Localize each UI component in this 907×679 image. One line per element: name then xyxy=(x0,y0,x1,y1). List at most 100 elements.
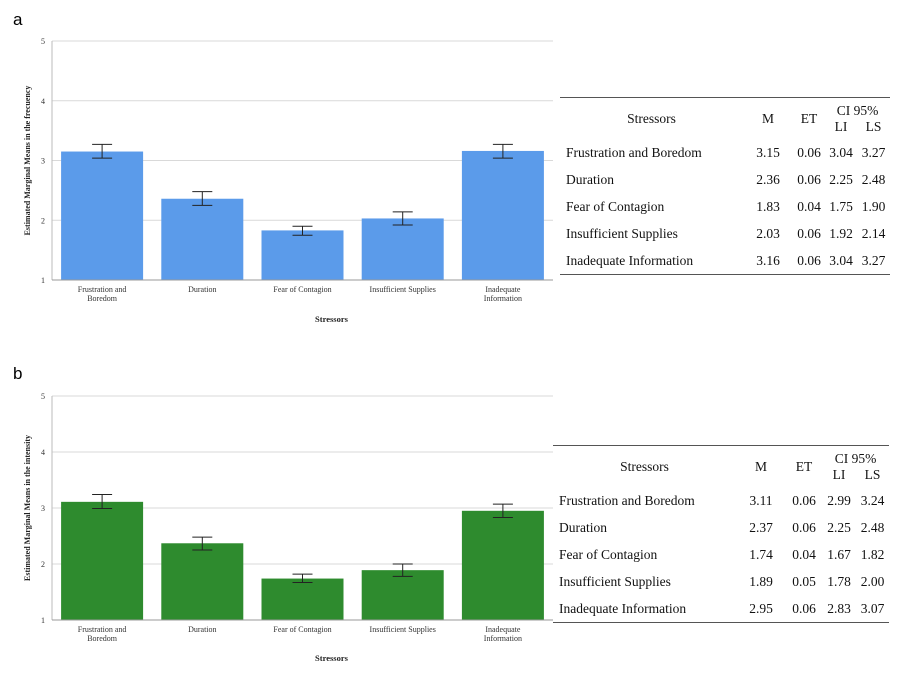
y-axis-title: Estimated Marginal Means in the intensit… xyxy=(23,435,32,581)
row-ci-upper: 2.48 xyxy=(860,519,885,535)
row-ci-lower: 1.78 xyxy=(827,573,851,589)
table-header-et: ET xyxy=(786,445,822,487)
stats-table-a: Stressors M ET CI 95% LI LS Frustration … xyxy=(560,97,890,275)
row-mean: 2.03 xyxy=(756,225,780,241)
table-header-stressors: Stressors xyxy=(560,97,743,139)
y-tick-label: 3 xyxy=(41,157,45,166)
row-ci-upper: 2.00 xyxy=(860,573,885,589)
y-tick-label: 4 xyxy=(41,97,45,106)
table-row: Duration 2.36 0.06 2.25 2.48 xyxy=(560,166,890,193)
y-axis-title: Estimated Marginal Means in the frecuenc… xyxy=(23,86,32,236)
y-tick-label: 3 xyxy=(41,504,45,513)
x-axis-title: Stressors xyxy=(315,314,349,324)
table-row: Fear of Contagion 1.83 0.04 1.75 1.90 xyxy=(560,193,890,220)
row-ci-upper: 3.24 xyxy=(860,492,885,508)
row-mean: 3.16 xyxy=(743,247,793,275)
x-tick-label: Duration xyxy=(188,285,216,294)
row-mean: 3.11 xyxy=(749,492,773,508)
row-ci-lower: 3.04 xyxy=(829,144,853,160)
bar xyxy=(461,150,544,280)
row-ci-lower: 2.99 xyxy=(827,492,851,508)
x-tick-label: Inadequate Information xyxy=(484,625,522,643)
row-ci-lower: 1.92 xyxy=(829,225,853,241)
row-ci-upper: 3.27 xyxy=(861,144,886,160)
table-header-ls: LS xyxy=(865,119,882,134)
table-header-ls: LS xyxy=(864,467,881,482)
table-header-stressors: Stressors xyxy=(553,445,736,487)
row-mean: 1.83 xyxy=(756,198,780,214)
bar xyxy=(361,218,444,280)
table-row: Insufficient Supplies 2.03 0.06 1.92 2.14 xyxy=(560,220,890,247)
panel-label-a: a xyxy=(13,10,23,29)
row-std-error: 0.05 xyxy=(792,573,816,589)
table-header-li: LI xyxy=(832,467,846,482)
row-mean: 2.95 xyxy=(736,595,786,623)
table-row: Frustration and Boredom 3.11 0.06 2.99 3.24 xyxy=(553,487,889,514)
y-tick-label: 4 xyxy=(41,448,45,457)
row-ci-upper: 3.07 xyxy=(856,595,889,623)
bar xyxy=(61,501,144,620)
bar xyxy=(161,543,244,620)
row-std-error: 0.06 xyxy=(792,519,816,535)
row-ci-lower: 2.25 xyxy=(827,519,851,535)
row-ci-upper: 2.48 xyxy=(861,171,886,187)
row-ci-lower: 1.75 xyxy=(829,198,853,214)
row-std-error: 0.06 xyxy=(786,595,822,623)
row-stressor-name: Fear of Contagion xyxy=(559,546,658,562)
bar xyxy=(61,151,144,280)
x-tick-label: Frustration and Boredom xyxy=(78,625,127,643)
row-mean: 3.15 xyxy=(756,144,780,160)
chart-a: 1 2 3 4 5 Frustration and Boredom Duration Fear … xyxy=(23,37,553,324)
table-header-m: M xyxy=(743,97,793,139)
table-row: Inadequate Information 3.16 0.06 3.04 3.27 xyxy=(560,247,890,275)
table-header-m: M xyxy=(736,445,786,487)
table-header-ci: CI 95% xyxy=(822,445,889,467)
row-ci-lower: 2.83 xyxy=(822,595,856,623)
panel-label-b: b xyxy=(13,364,23,383)
bar xyxy=(461,510,544,620)
bar xyxy=(161,198,244,280)
bar xyxy=(361,570,444,620)
x-tick-label: Insufficient Supplies xyxy=(370,285,436,294)
x-tick-label: Frustration and Boredom xyxy=(78,285,127,303)
row-std-error: 0.04 xyxy=(797,198,821,214)
row-ci-lower: 3.04 xyxy=(825,247,857,275)
table-row: Frustration and Boredom 3.15 0.06 3.04 3.27 xyxy=(560,139,890,166)
row-stressor-name: Insufficient Supplies xyxy=(566,225,678,241)
row-mean: 2.37 xyxy=(749,519,773,535)
row-stressor-name: Frustration and Boredom xyxy=(566,144,702,160)
row-std-error: 0.04 xyxy=(792,546,816,562)
row-std-error: 0.06 xyxy=(797,171,821,187)
table-row: Insufficient Supplies 1.89 0.05 1.78 2.00 xyxy=(553,568,889,595)
x-tick-label: Fear of Contagion xyxy=(273,625,331,634)
row-stressor-name: Duration xyxy=(559,519,607,535)
y-tick-label: 2 xyxy=(41,216,45,225)
x-tick-label: Insufficient Supplies xyxy=(370,625,436,634)
table-row: Inadequate Information 2.95 0.06 2.83 3.07 xyxy=(553,595,889,623)
row-stressor-name: Inadequate Information xyxy=(553,595,736,623)
row-std-error: 0.06 xyxy=(793,247,825,275)
row-mean: 2.36 xyxy=(756,171,780,187)
x-axis-title: Stressors xyxy=(315,653,349,663)
bar xyxy=(261,578,344,620)
table-row: Duration 2.37 0.06 2.25 2.48 xyxy=(553,514,889,541)
row-ci-upper: 1.90 xyxy=(861,198,886,214)
table-header-ci: CI 95% xyxy=(825,97,890,119)
y-tick-label: 5 xyxy=(41,37,45,46)
row-std-error: 0.06 xyxy=(792,492,816,508)
stats-table-b: Stressors M ET CI 95% LI LS Frustration … xyxy=(553,445,889,623)
x-tick-label: Fear of Contagion xyxy=(273,285,331,294)
row-ci-lower: 2.25 xyxy=(829,171,853,187)
row-mean: 1.74 xyxy=(749,546,773,562)
row-std-error: 0.06 xyxy=(797,144,821,160)
table-header-li: LI xyxy=(834,119,848,134)
row-mean: 1.89 xyxy=(749,573,773,589)
row-ci-upper: 1.82 xyxy=(860,546,885,562)
x-tick-label: Duration xyxy=(188,625,216,634)
row-stressor-name: Inadequate Information xyxy=(560,247,743,275)
row-ci-upper: 3.27 xyxy=(857,247,890,275)
row-ci-lower: 1.67 xyxy=(827,546,851,562)
row-stressor-name: Insufficient Supplies xyxy=(559,573,671,589)
table-row: Fear of Contagion 1.74 0.04 1.67 1.82 xyxy=(553,541,889,568)
